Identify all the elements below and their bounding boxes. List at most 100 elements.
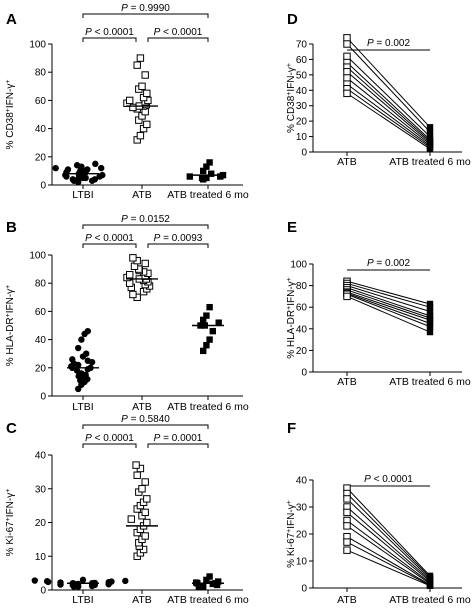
data-point [206,159,213,166]
paired-line [346,549,431,587]
y-tick-label: 20 [35,363,47,374]
data-point [78,336,85,343]
p-value-label: P < 0.0001 [154,27,203,38]
data-point [136,54,145,62]
p-value: < 0.0001 [371,474,413,485]
y-axis-label-part: % Ki-67 [5,521,16,556]
y-tick-label: 80 [296,281,308,292]
y-tick-label: 0 [301,368,307,379]
panel-letter: A [6,11,17,28]
y-axis-label-part: IFN-γ [286,67,297,91]
data-point [343,495,351,503]
y-tick-label: 80 [35,68,47,79]
p-symbol: P [121,414,128,425]
data-point [136,131,145,140]
data-point [141,478,149,486]
data-point [343,89,351,98]
data-point [143,495,151,503]
data-point [343,546,351,554]
y-axis-label-part: + [286,500,293,504]
data-point [84,357,92,364]
paired-line [346,88,431,148]
x-tick-label: ATB treated 6 mo [389,594,471,606]
y-tick-label: 10 [296,132,308,143]
paired-line [346,295,431,333]
paired-line [346,293,431,328]
y-axis-label-part: + [286,277,293,281]
y-tick-label: 60 [35,96,47,107]
x-tick-label: ATB [337,376,357,388]
data-point [122,577,129,585]
data-point [69,176,77,183]
x-tick-label: ATB treated 6 mo [389,156,471,168]
y-axis-label: % HLA-DR+IFN-γ+ [5,285,17,367]
data-point [203,342,210,349]
p-value: < 0.0001 [92,433,134,444]
y-axis-label: % HLA-DR+IFN-γ+ [286,277,298,359]
significance-bracket [82,224,209,229]
data-point [343,522,351,530]
data-point [129,254,137,262]
p-symbol: P [367,38,374,49]
p-symbol: P [154,27,161,38]
x-tick-label: LTBI [72,189,93,201]
paired-line [346,520,431,584]
paired-line [346,37,431,128]
p-value-label: P = 0.002 [367,38,411,49]
data-point [206,573,213,580]
data-point [98,164,105,172]
data-point [186,173,193,180]
y-tick-label: 40 [35,124,47,135]
data-point [200,583,207,590]
y-axis-label: % Ki-67+IFN-γ+ [286,500,298,568]
data-point [426,304,434,311]
data-point [79,576,87,584]
p-symbol: P [367,258,374,269]
y-tick-label: 40 [35,451,47,462]
significance-bracket [147,443,209,448]
data-point [200,167,207,175]
y-tick-label: 0 [301,584,307,595]
p-value-label: P = 0.002 [367,258,411,269]
paired-line [346,287,431,317]
p-symbol: P [154,433,161,444]
panel-letter: C [6,420,17,437]
data-point [92,160,99,168]
p-symbol: P [121,214,128,225]
y-tick-label: 50 [296,70,308,81]
data-point [127,515,136,523]
y-tick-label: 30 [296,101,308,112]
y-tick-label: 70 [296,40,308,51]
data-point [343,538,351,546]
data-point [141,532,149,540]
panel-letter: B [6,219,17,236]
paired-line [346,541,431,586]
y-axis-label-part: % CD38 [286,95,297,133]
x-tick-label: ATB treated 6 mo [167,594,249,606]
y-axis-label-part: + [286,306,293,310]
data-point [43,578,51,585]
significance-bracket [82,243,137,248]
p-value-label: P < 0.0001 [85,27,134,38]
p-value: = 0.0152 [128,214,170,225]
y-axis-label-part: % Ki-67 [286,532,297,567]
data-point [343,292,351,301]
y-axis-label: % CD38+IFN-γ+ [5,80,17,150]
paired-line [346,55,431,137]
p-symbol: P [154,233,161,244]
p-value: = 0.9990 [128,3,170,14]
y-axis-label-part: + [5,313,12,317]
data-point [138,485,146,493]
data-point [195,583,203,590]
data-point [206,303,213,311]
x-tick-label: ATB [132,594,152,606]
paired-line [346,291,431,321]
data-point [203,163,210,170]
data-point [426,320,434,327]
p-value-label: P = 0.0152 [121,214,170,225]
y-tick-label: 20 [35,518,47,529]
data-point [133,471,141,479]
significance-bracket [82,37,137,42]
p-symbol: P [364,474,371,485]
